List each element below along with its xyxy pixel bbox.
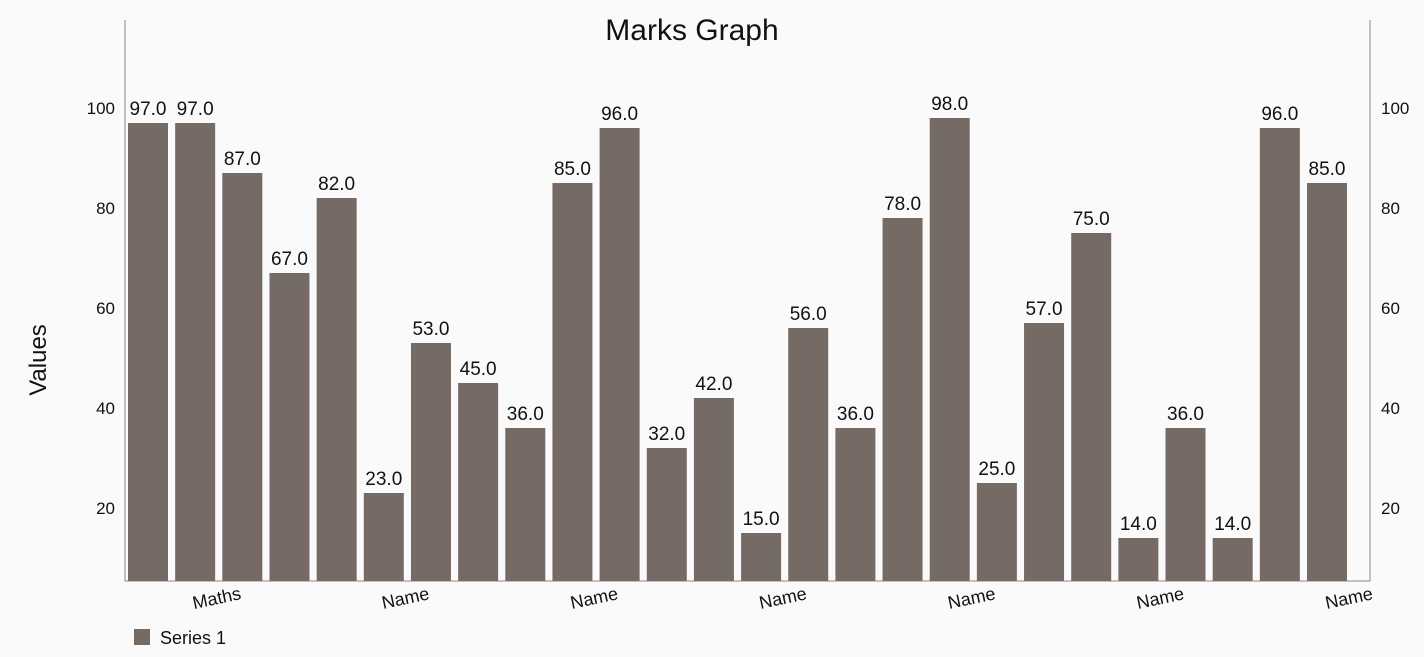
bar: [1307, 183, 1347, 581]
value-label: 36.0: [507, 404, 544, 425]
value-label: 36.0: [837, 404, 874, 425]
value-label: 87.0: [224, 149, 261, 170]
value-labels: 97.0 97.0 87.0 67.0 82.0 23.0 53.0 45.0 36.0 85.0…: [130, 94, 1346, 535]
bar: [128, 123, 168, 581]
bar: [599, 128, 640, 581]
value-label: 45.0: [460, 359, 497, 380]
x-tick-label: Maths: [191, 583, 243, 613]
x-tick-labels: Maths Name Name Name Name Name Name: [191, 583, 1375, 613]
y-tick-label-left: 60: [96, 299, 115, 318]
value-label: 97.0: [130, 99, 167, 120]
legend-swatch: [134, 629, 150, 645]
bar: [363, 493, 404, 581]
value-label: 15.0: [743, 509, 780, 530]
bar: [458, 383, 499, 581]
bar: [929, 118, 970, 581]
y-tick-label-right: 60: [1381, 299, 1400, 318]
bar: [1165, 428, 1206, 581]
y-tick-label-right: 40: [1381, 399, 1400, 418]
value-label: 85.0: [1309, 159, 1346, 180]
bar: [175, 123, 216, 581]
value-label: 56.0: [790, 304, 827, 325]
bar: [741, 533, 782, 581]
y-tick-label-left: 100: [87, 99, 115, 118]
value-label: 57.0: [1026, 299, 1063, 320]
bar: [410, 343, 451, 581]
bar: [1212, 538, 1253, 581]
bar: [835, 428, 876, 581]
value-label: 97.0: [177, 99, 214, 120]
y-tick-label-right: 20: [1381, 499, 1400, 518]
x-tick-label: Name: [1135, 583, 1186, 613]
legend-label: Series 1: [160, 628, 226, 648]
y-tick-label-right: 100: [1381, 99, 1409, 118]
bar: [976, 483, 1017, 581]
value-label: 23.0: [365, 469, 402, 490]
bar: [505, 428, 546, 581]
legend: Series 1: [134, 628, 226, 648]
bars: [128, 118, 1347, 581]
chart-title: Marks Graph: [605, 14, 778, 47]
value-label: 96.0: [1261, 104, 1298, 125]
value-label: 85.0: [554, 159, 591, 180]
bar: [646, 448, 687, 581]
bar: [1259, 128, 1300, 581]
x-tick-label: Name: [1323, 583, 1374, 613]
x-tick-label: Name: [569, 583, 620, 613]
y-tick-label-left: 20: [96, 499, 115, 518]
x-tick-label: Name: [946, 583, 997, 613]
x-tick-label: Name: [380, 583, 431, 613]
value-label: 36.0: [1167, 404, 1204, 425]
bar: [316, 198, 357, 581]
y-axis-label: Values: [25, 324, 52, 396]
bar: [1071, 233, 1112, 581]
bar: [269, 273, 310, 581]
value-label: 82.0: [318, 174, 355, 195]
value-label: 32.0: [648, 424, 685, 445]
value-label: 78.0: [884, 194, 921, 215]
value-label: 42.0: [695, 374, 732, 395]
x-tick-label: Name: [757, 583, 808, 613]
bar: [693, 398, 734, 581]
value-label: 98.0: [931, 94, 968, 115]
value-label: 53.0: [412, 319, 449, 340]
bar: [1024, 323, 1065, 581]
bar: [552, 183, 593, 581]
y-tick-label-left: 40: [96, 399, 115, 418]
value-label: 14.0: [1214, 514, 1251, 535]
bar: [222, 173, 263, 581]
value-label: 14.0: [1120, 514, 1157, 535]
bar: [788, 328, 829, 581]
bar: [882, 218, 923, 581]
y-tick-label-left: 80: [96, 199, 115, 218]
value-label: 25.0: [978, 459, 1015, 480]
value-label: 67.0: [271, 249, 308, 270]
y-tick-label-right: 80: [1381, 199, 1400, 218]
bar: [1118, 538, 1159, 581]
value-label: 75.0: [1073, 209, 1110, 230]
value-label: 96.0: [601, 104, 638, 125]
